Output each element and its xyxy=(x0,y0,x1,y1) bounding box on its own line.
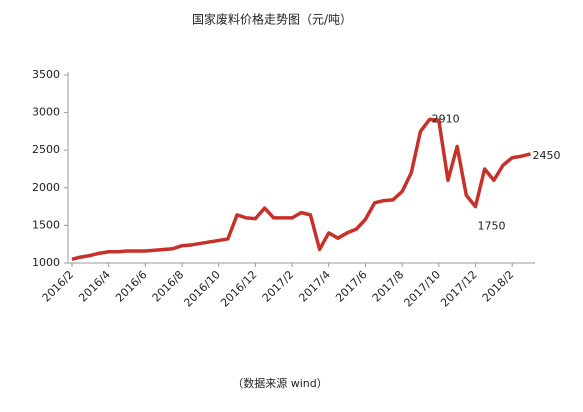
x-tick-label: 2017/8 xyxy=(370,268,407,305)
x-tick-label: 2017/10 xyxy=(402,268,444,310)
chart-title: 国家废料价格走势图（元/吨） xyxy=(192,12,352,27)
x-tick-label: 2017/6 xyxy=(333,268,370,305)
y-tick-label: 2000 xyxy=(32,181,60,194)
y-tick-label: 2500 xyxy=(32,143,60,156)
x-tick-label: 2016/12 xyxy=(218,268,260,310)
x-tick-label: 2016/2 xyxy=(40,268,77,305)
y-tick-label: 3000 xyxy=(32,106,60,119)
data-label: 2450 xyxy=(533,149,561,162)
x-tick-label: 2016/8 xyxy=(150,268,187,305)
x-tick-label: 2016/4 xyxy=(76,268,113,305)
x-tick-label: 2018/2 xyxy=(480,268,517,305)
x-tick-label: 2016/6 xyxy=(113,268,150,305)
line-series xyxy=(71,117,531,261)
data-label: 1750 xyxy=(477,220,505,233)
y-tick-label: 1500 xyxy=(32,218,60,231)
y-tick-label: 3500 xyxy=(32,68,60,81)
y-tick-label: 1000 xyxy=(32,256,60,269)
data-label: 2910 xyxy=(432,112,460,125)
x-tick-label: 2017/12 xyxy=(438,268,480,310)
x-tick-label: 2017/2 xyxy=(260,268,297,305)
source-note: （数据来源 wind） xyxy=(232,376,328,390)
x-tick-label: 2017/4 xyxy=(296,268,333,305)
x-tick-label: 2016/10 xyxy=(181,268,223,310)
